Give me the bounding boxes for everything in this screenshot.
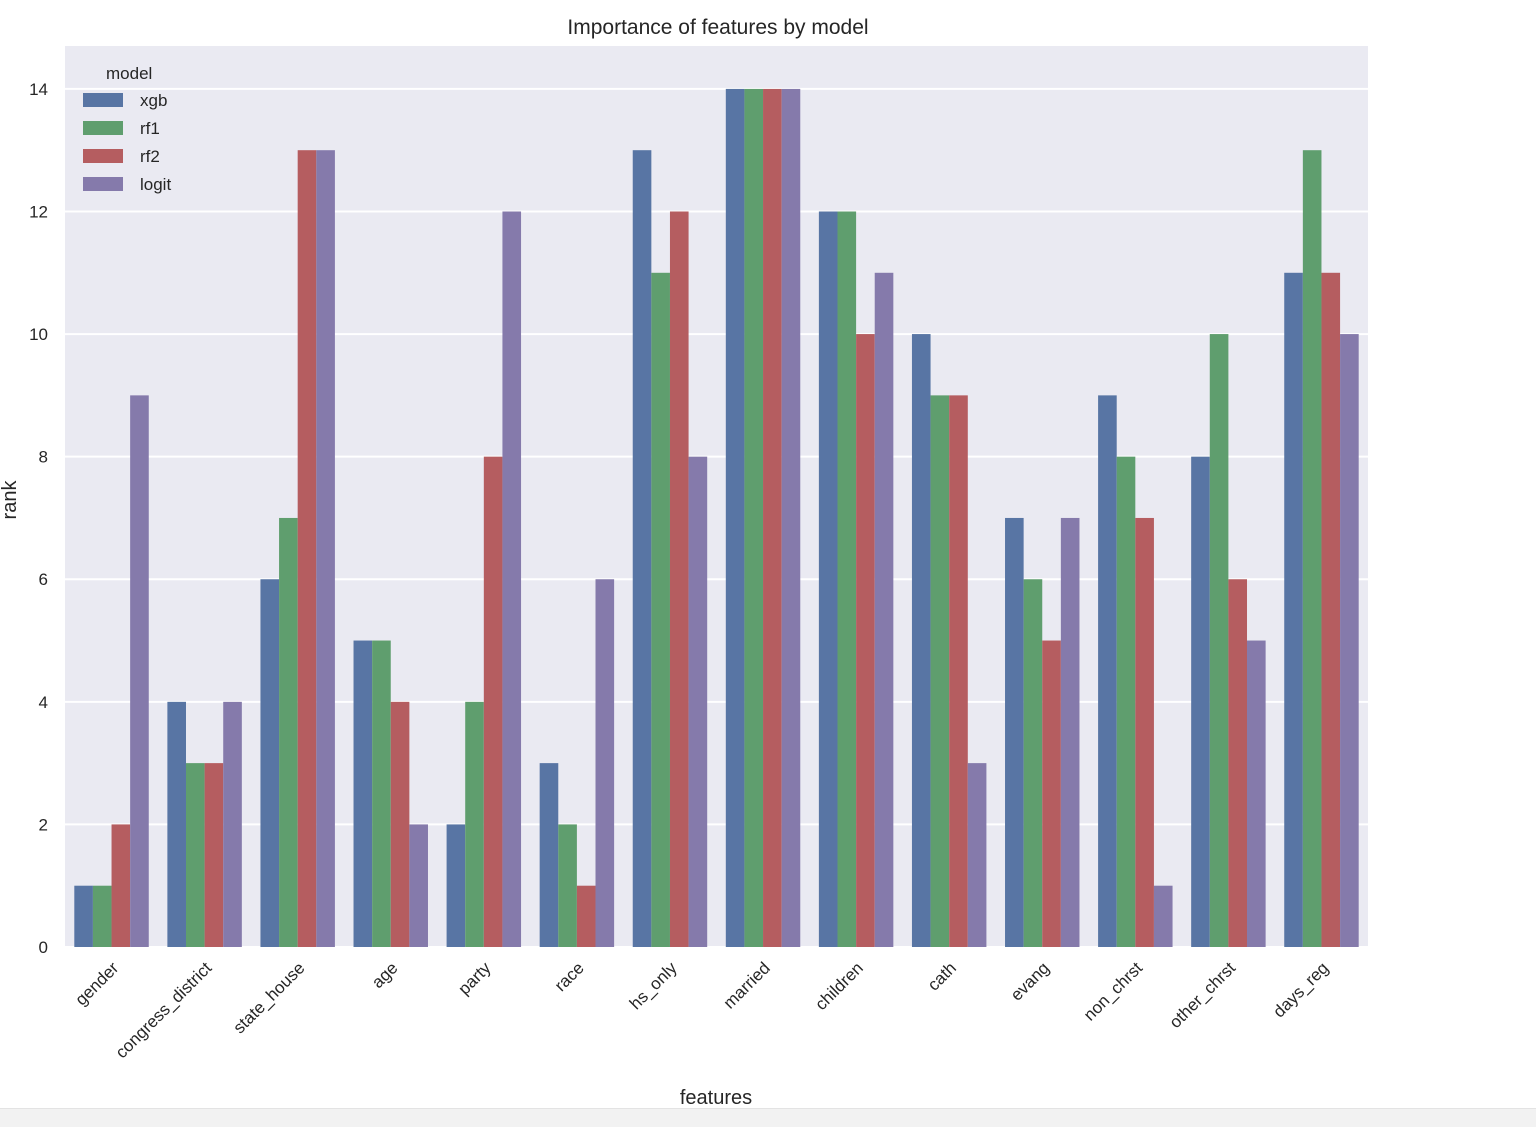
bar-rf2-other_chrst	[1228, 579, 1248, 947]
bar-rf2-days_reg	[1321, 272, 1341, 947]
bar-xgb-children	[818, 211, 838, 947]
bar-logit-age	[409, 824, 428, 947]
legend-label-xgb: xgb	[140, 91, 167, 110]
bar-rf2-evang	[1042, 640, 1061, 947]
bar-logit-hs_only	[688, 456, 708, 947]
bar-xgb-gender	[74, 885, 93, 947]
bar-rf2-married	[763, 88, 782, 947]
bar-rf2-non_chrst	[1135, 517, 1154, 947]
y-axis-label: rank	[0, 480, 21, 520]
bars	[74, 88, 1359, 948]
bar-xgb-married	[725, 88, 745, 947]
x-tick-label: non_chrst	[1080, 958, 1146, 1024]
bar-rf2-children	[856, 334, 875, 947]
y-tick-label: 10	[29, 325, 48, 344]
bar-logit-married	[781, 88, 801, 947]
bar-rf1-party	[465, 701, 484, 947]
bar-rf1-days_reg	[1302, 150, 1322, 948]
bar-logit-cath	[967, 763, 987, 947]
y-tick-label: 8	[39, 448, 48, 467]
bar-rf1-cath	[930, 395, 950, 948]
legend: model xgb rf1 rf2 logit	[83, 64, 171, 194]
bar-rf1-non_chrst	[1116, 456, 1136, 947]
x-tick-label: race	[551, 958, 588, 995]
bar-rf2-cath	[949, 395, 968, 948]
x-tick-label: party	[454, 958, 495, 999]
legend-swatch-xgb	[83, 93, 123, 107]
legend-label-rf1: rf1	[140, 119, 160, 138]
legend-label-logit: logit	[140, 175, 171, 194]
bar-rf1-married	[744, 88, 764, 947]
legend-swatch-rf2	[83, 149, 123, 163]
bar-xgb-age	[353, 640, 373, 947]
bar-logit-non_chrst	[1153, 885, 1173, 947]
legend-swatch-rf1	[83, 121, 123, 135]
y-tick-label: 12	[29, 202, 48, 221]
x-tick-label: cath	[924, 958, 960, 994]
legend-swatch-logit	[83, 177, 123, 191]
x-tick-label: state_house	[230, 958, 309, 1037]
bar-xgb-other_chrst	[1191, 456, 1210, 947]
x-tick-label: hs_only	[626, 958, 681, 1013]
window-bottom-strip	[0, 1108, 1536, 1127]
bar-logit-days_reg	[1340, 334, 1359, 947]
bar-logit-other_chrst	[1247, 640, 1266, 947]
bar-rf2-congress_district	[204, 763, 224, 947]
bar-xgb-evang	[1005, 517, 1024, 947]
bar-rf1-hs_only	[651, 272, 670, 947]
bar-rf1-gender	[92, 885, 112, 947]
x-tick-label: congress_district	[112, 958, 216, 1062]
bar-rf2-state_house	[297, 150, 317, 948]
x-tick-label: age	[368, 958, 401, 991]
bar-logit-congress_district	[223, 701, 242, 947]
bar-xgb-state_house	[260, 579, 280, 947]
bar-rf1-race	[558, 824, 577, 947]
bar-logit-evang	[1060, 517, 1080, 947]
bar-rf1-congress_district	[185, 763, 205, 947]
bar-rf2-race	[576, 885, 596, 947]
x-tick-label: children	[811, 958, 867, 1014]
x-tick-label: other_chrst	[1166, 958, 1240, 1032]
bar-xgb-hs_only	[632, 150, 652, 948]
y-tick-label: 4	[39, 693, 48, 712]
x-axis-label: features	[680, 1087, 752, 1109]
bar-xgb-race	[539, 763, 559, 947]
bar-xgb-cath	[911, 334, 931, 947]
x-tick-label: days_reg	[1269, 958, 1332, 1021]
bar-xgb-party	[446, 824, 466, 947]
bar-rf1-other_chrst	[1209, 334, 1229, 947]
bar-xgb-congress_district	[167, 701, 186, 947]
bar-rf2-gender	[111, 824, 131, 947]
y-tick-label: 2	[39, 815, 48, 834]
x-tick-label: evang	[1007, 958, 1053, 1004]
bar-logit-gender	[130, 395, 149, 948]
legend-label-rf2: rf2	[140, 147, 160, 166]
bar-rf1-age	[372, 640, 391, 947]
bar-logit-party	[502, 211, 522, 947]
bar-xgb-non_chrst	[1098, 395, 1117, 948]
x-tick-label: married	[720, 958, 774, 1012]
y-tick-label: 0	[39, 938, 48, 957]
y-tick-label: 6	[39, 570, 48, 589]
bar-logit-state_house	[316, 150, 335, 948]
bar-rf2-party	[483, 456, 503, 947]
bar-logit-children	[874, 272, 894, 947]
bar-rf1-children	[837, 211, 857, 947]
bar-xgb-days_reg	[1284, 272, 1303, 947]
bar-rf1-evang	[1023, 579, 1043, 947]
chart-title: Importance of features by model	[567, 16, 868, 39]
bar-rf2-hs_only	[669, 211, 689, 947]
legend-title: model	[106, 64, 152, 83]
bar-rf2-age	[390, 701, 410, 947]
bar-logit-race	[595, 579, 615, 947]
y-tick-label: 14	[29, 80, 48, 99]
bar-rf1-state_house	[279, 517, 298, 947]
y-tick-labels: 0 2 4 6 8 10 12 14	[29, 80, 48, 957]
x-tick-label: gender	[71, 958, 122, 1009]
legend-items: xgb rf1 rf2 logit	[83, 91, 171, 194]
